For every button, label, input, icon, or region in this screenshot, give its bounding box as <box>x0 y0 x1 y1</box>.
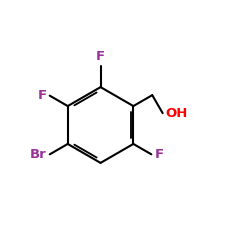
Text: OH: OH <box>166 107 188 120</box>
Text: Br: Br <box>30 148 47 161</box>
Text: F: F <box>38 89 47 102</box>
Text: F: F <box>96 50 105 64</box>
Text: F: F <box>154 148 164 161</box>
